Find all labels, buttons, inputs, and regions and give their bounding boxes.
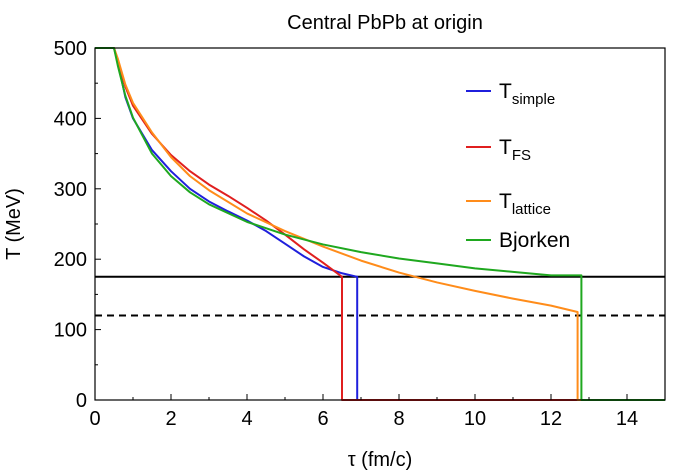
x-tick-label: 8 [393,408,404,430]
x-tick-label: 6 [317,408,328,430]
legend-label: Tsimple [499,80,555,108]
x-tick-label: 14 [616,408,638,430]
x-tick-label: 0 [89,408,100,430]
y-tick-label: 100 [54,320,87,342]
y-tick-label: 400 [54,108,87,130]
x-axis-title: τ (fm/c) [348,449,413,471]
legend-label: TFS [499,136,531,164]
y-tick-label: 300 [54,179,87,201]
plot-frame [94,47,666,401]
x-tick-label: 2 [165,408,176,430]
series-line-t-fs [95,47,665,401]
x-tick-label: 4 [241,408,252,430]
legend-label: Bjorken [499,229,570,252]
y-tick-label: 0 [76,390,87,412]
series-line-bjorken [95,47,665,401]
legend-label: Tlattice [499,190,551,218]
legend: Tsimple TFS Tlattice Bjorken [466,80,570,252]
x-tick-label: 10 [464,408,486,430]
chart-title: Central PbPb at origin [287,12,483,34]
series-line-t-lattice [95,47,665,401]
series-line-t-simple [95,47,665,401]
x-tick-label: 12 [540,408,562,430]
y-tick-label: 200 [54,249,87,271]
axis-ticks: 0 2 4 6 8 10 12 14 0 100 200 300 400 500 [54,38,666,430]
plot-lines [95,47,665,401]
y-tick-label: 500 [54,38,87,60]
y-axis-title: T (MeV) [3,188,25,260]
